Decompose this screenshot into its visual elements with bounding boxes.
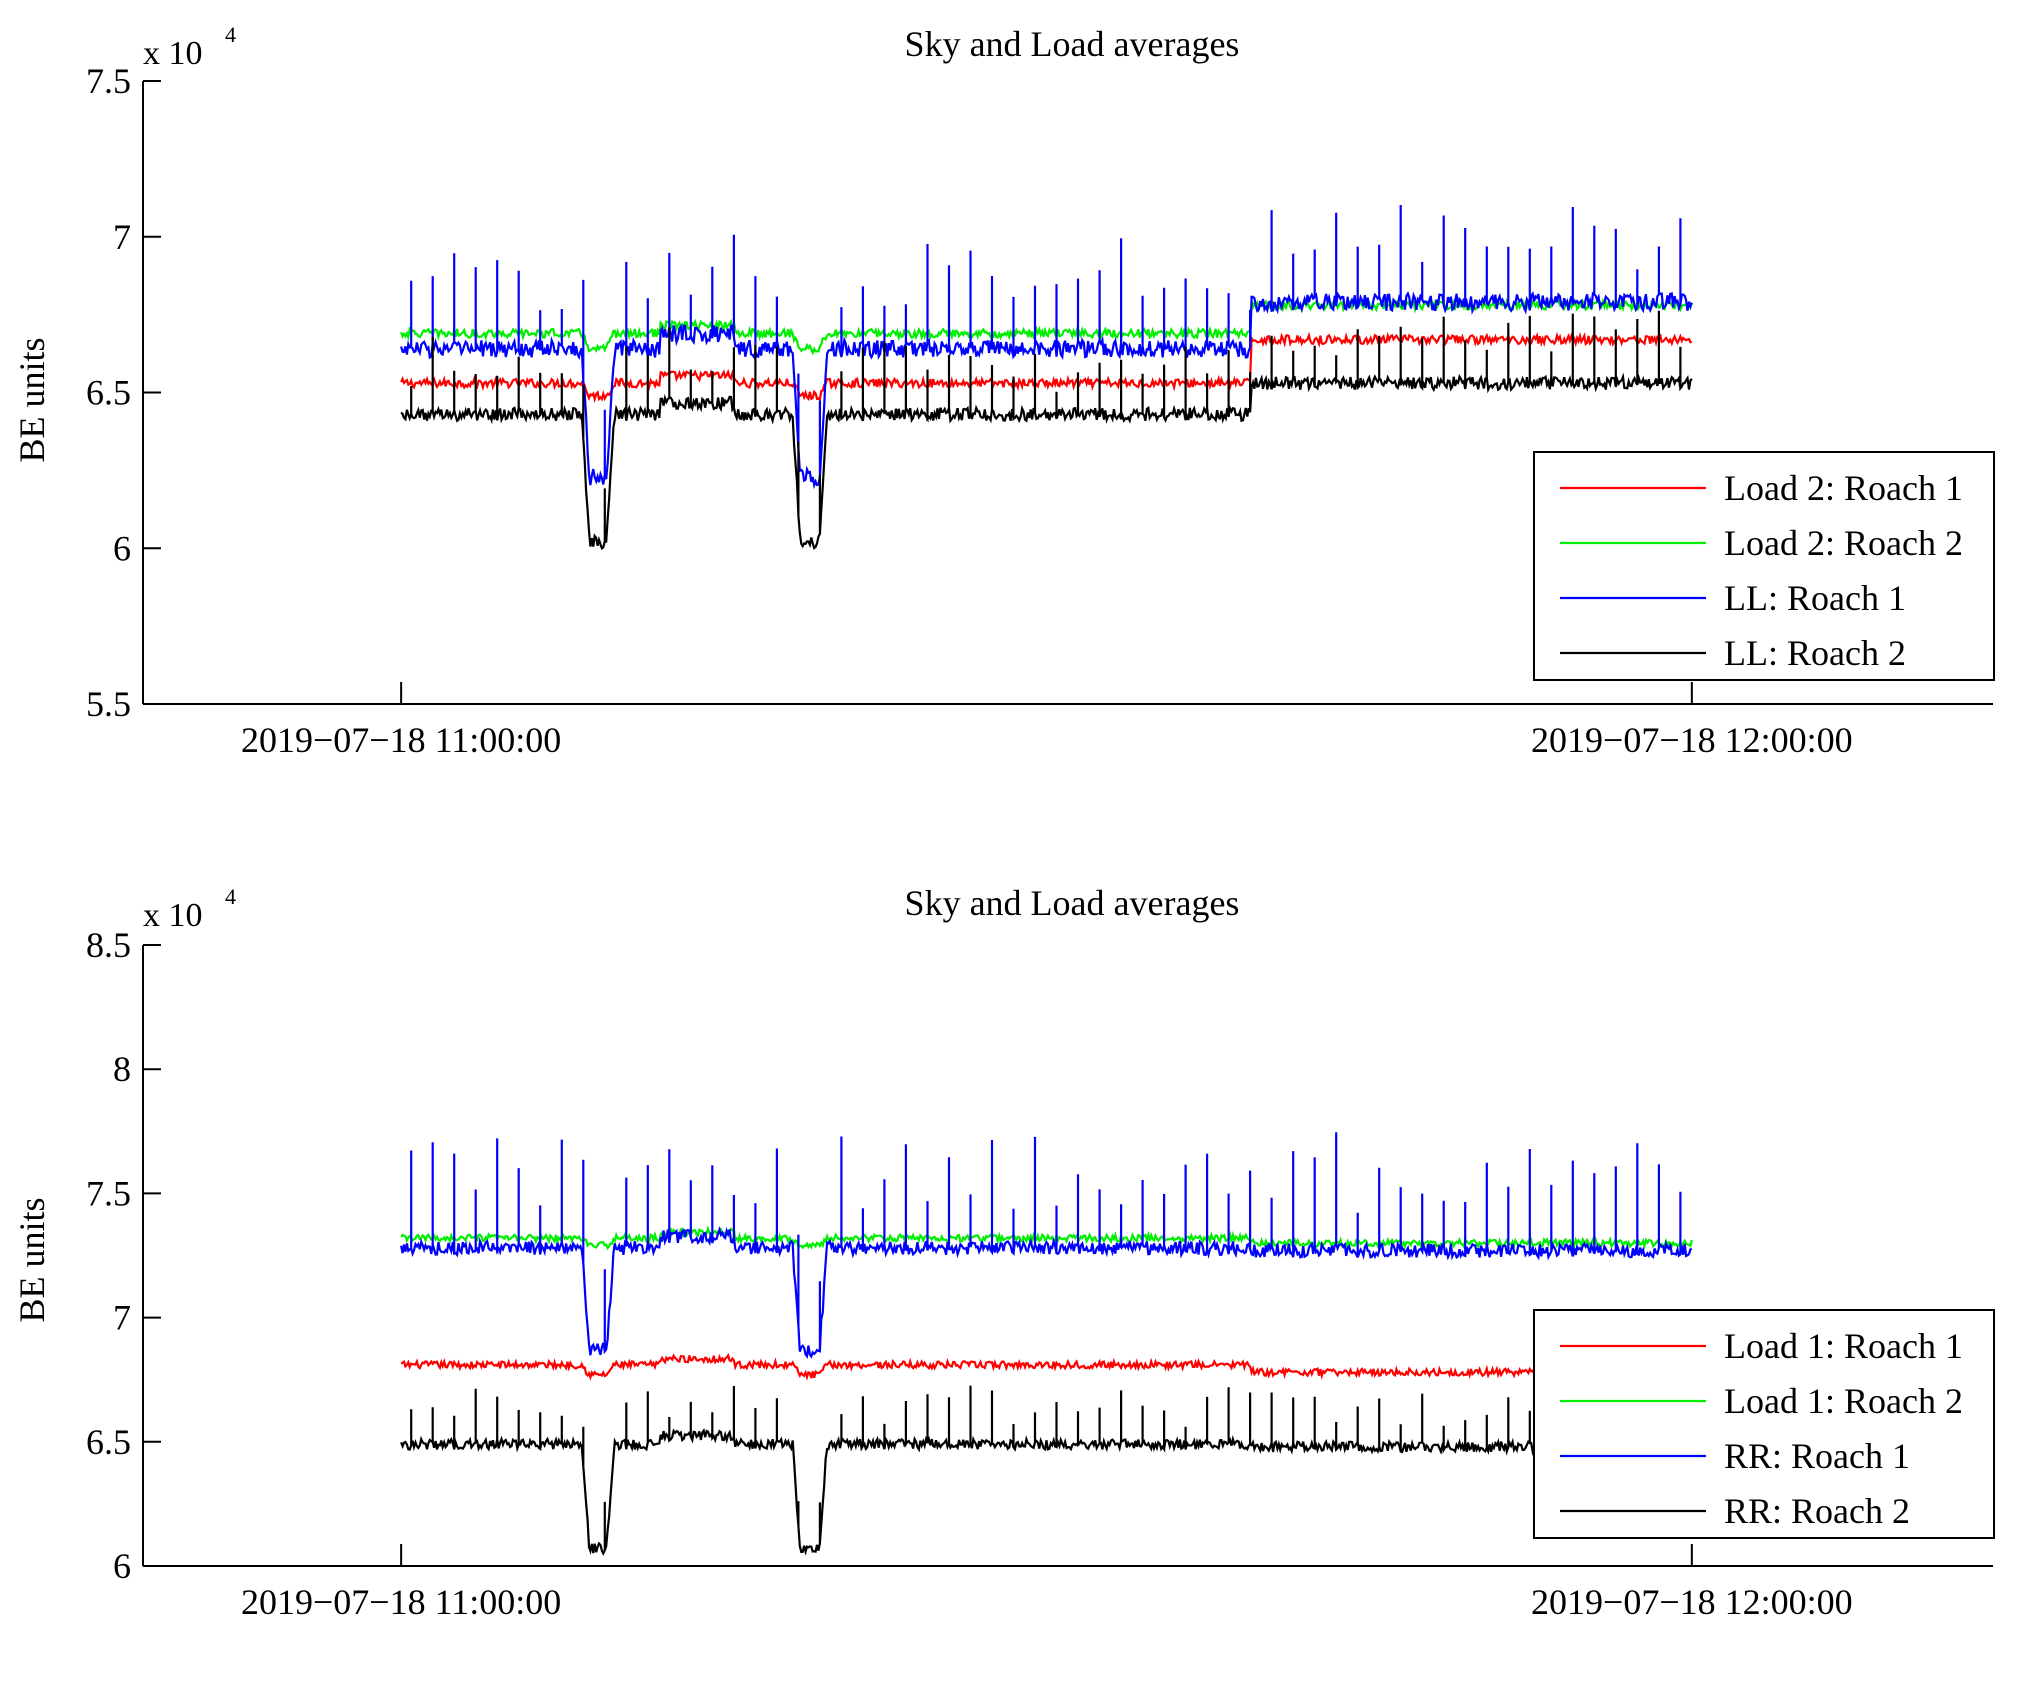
chart-title: Sky and Load averages <box>905 883 1240 923</box>
x-ticks: 2019−07−18 11:00:00 2019−07−18 12:00:00 <box>241 682 1853 760</box>
legend-label: RR: Roach 1 <box>1724 1436 1910 1476</box>
legend-label: Load 2: Roach 2 <box>1724 523 1963 563</box>
y-tick-label: 7.5 <box>86 61 131 101</box>
y-multiplier-base: x 10 <box>143 35 203 72</box>
legend-label: Load 1: Roach 2 <box>1724 1381 1963 1421</box>
y-ticks: 5.5 6 6.5 7 7.5 <box>86 61 161 724</box>
series-line <box>400 1225 1693 1251</box>
bottom-chart-panel: Sky and Load averages BE units x 10 4 66… <box>12 883 1995 1622</box>
series-layer <box>400 205 1693 551</box>
y-tick-label: 8 <box>113 1049 131 1089</box>
y-tick-label: 7 <box>113 1298 131 1338</box>
x-tick-label: 2019−07−18 11:00:00 <box>241 1582 561 1622</box>
chart-title: Sky and Load averages <box>905 24 1240 64</box>
top-chart-panel: Sky and Load averages BE units x 10 4 5.… <box>12 22 1995 760</box>
y-tick-label: 6.5 <box>86 1422 131 1462</box>
y-axis-label: BE units <box>12 1197 52 1322</box>
series-layer <box>400 1132 1693 1556</box>
series-line <box>400 1132 1693 1359</box>
y-tick-label: 7.5 <box>86 1173 131 1213</box>
y-tick-label: 5.5 <box>86 684 131 724</box>
legend: Load 1: Roach 1 Load 1: Roach 2 RR: Roach … <box>1533 1309 1995 1539</box>
legend-box <box>1533 1309 1995 1539</box>
legend-label: LL: Roach 1 <box>1724 578 1906 618</box>
legend-label: Load 1: Roach 1 <box>1724 1326 1963 1366</box>
legend: Load 2: Roach 1 Load 2: Roach 2 LL: Roach … <box>1533 451 1995 681</box>
y-multiplier-base: x 10 <box>143 897 203 934</box>
series-line <box>400 331 1693 404</box>
y-tick-label: 6 <box>113 528 131 568</box>
y-multiplier-exponent: 4 <box>225 884 236 909</box>
legend-label: Load 2: Roach 1 <box>1724 468 1963 508</box>
y-multiplier-exponent: 4 <box>225 22 236 47</box>
legend-label: RR: Roach 2 <box>1724 1491 1910 1531</box>
series-line <box>400 310 1693 551</box>
y-tick-label: 8.5 <box>86 925 131 965</box>
series-line <box>400 205 1693 490</box>
y-ticks: 6 6.5 7 7.5 8 8.5 <box>86 925 161 1586</box>
y-tick-label: 6.5 <box>86 373 131 413</box>
axes-layer <box>142 945 1993 1567</box>
legend-label: LL: Roach 2 <box>1724 633 1906 673</box>
x-ticks: 2019−07−18 11:00:00 2019−07−18 12:00:00 <box>241 1544 1853 1622</box>
series-line <box>400 1385 1693 1556</box>
x-tick-label: 2019−07−18 12:00:00 <box>1531 720 1853 760</box>
series-line <box>400 297 1693 356</box>
y-axis-label: BE units <box>12 337 52 462</box>
legend-box <box>1533 451 1995 681</box>
y-multiplier-label: x 10 <box>143 897 203 934</box>
y-tick-label: 6 <box>113 1546 131 1586</box>
y-multiplier-label: x 10 <box>143 35 203 72</box>
series-line <box>400 1353 1693 1381</box>
x-tick-label: 2019−07−18 11:00:00 <box>241 720 561 760</box>
y-tick-label: 7 <box>113 217 131 257</box>
x-tick-label: 2019−07−18 12:00:00 <box>1531 1582 1853 1622</box>
